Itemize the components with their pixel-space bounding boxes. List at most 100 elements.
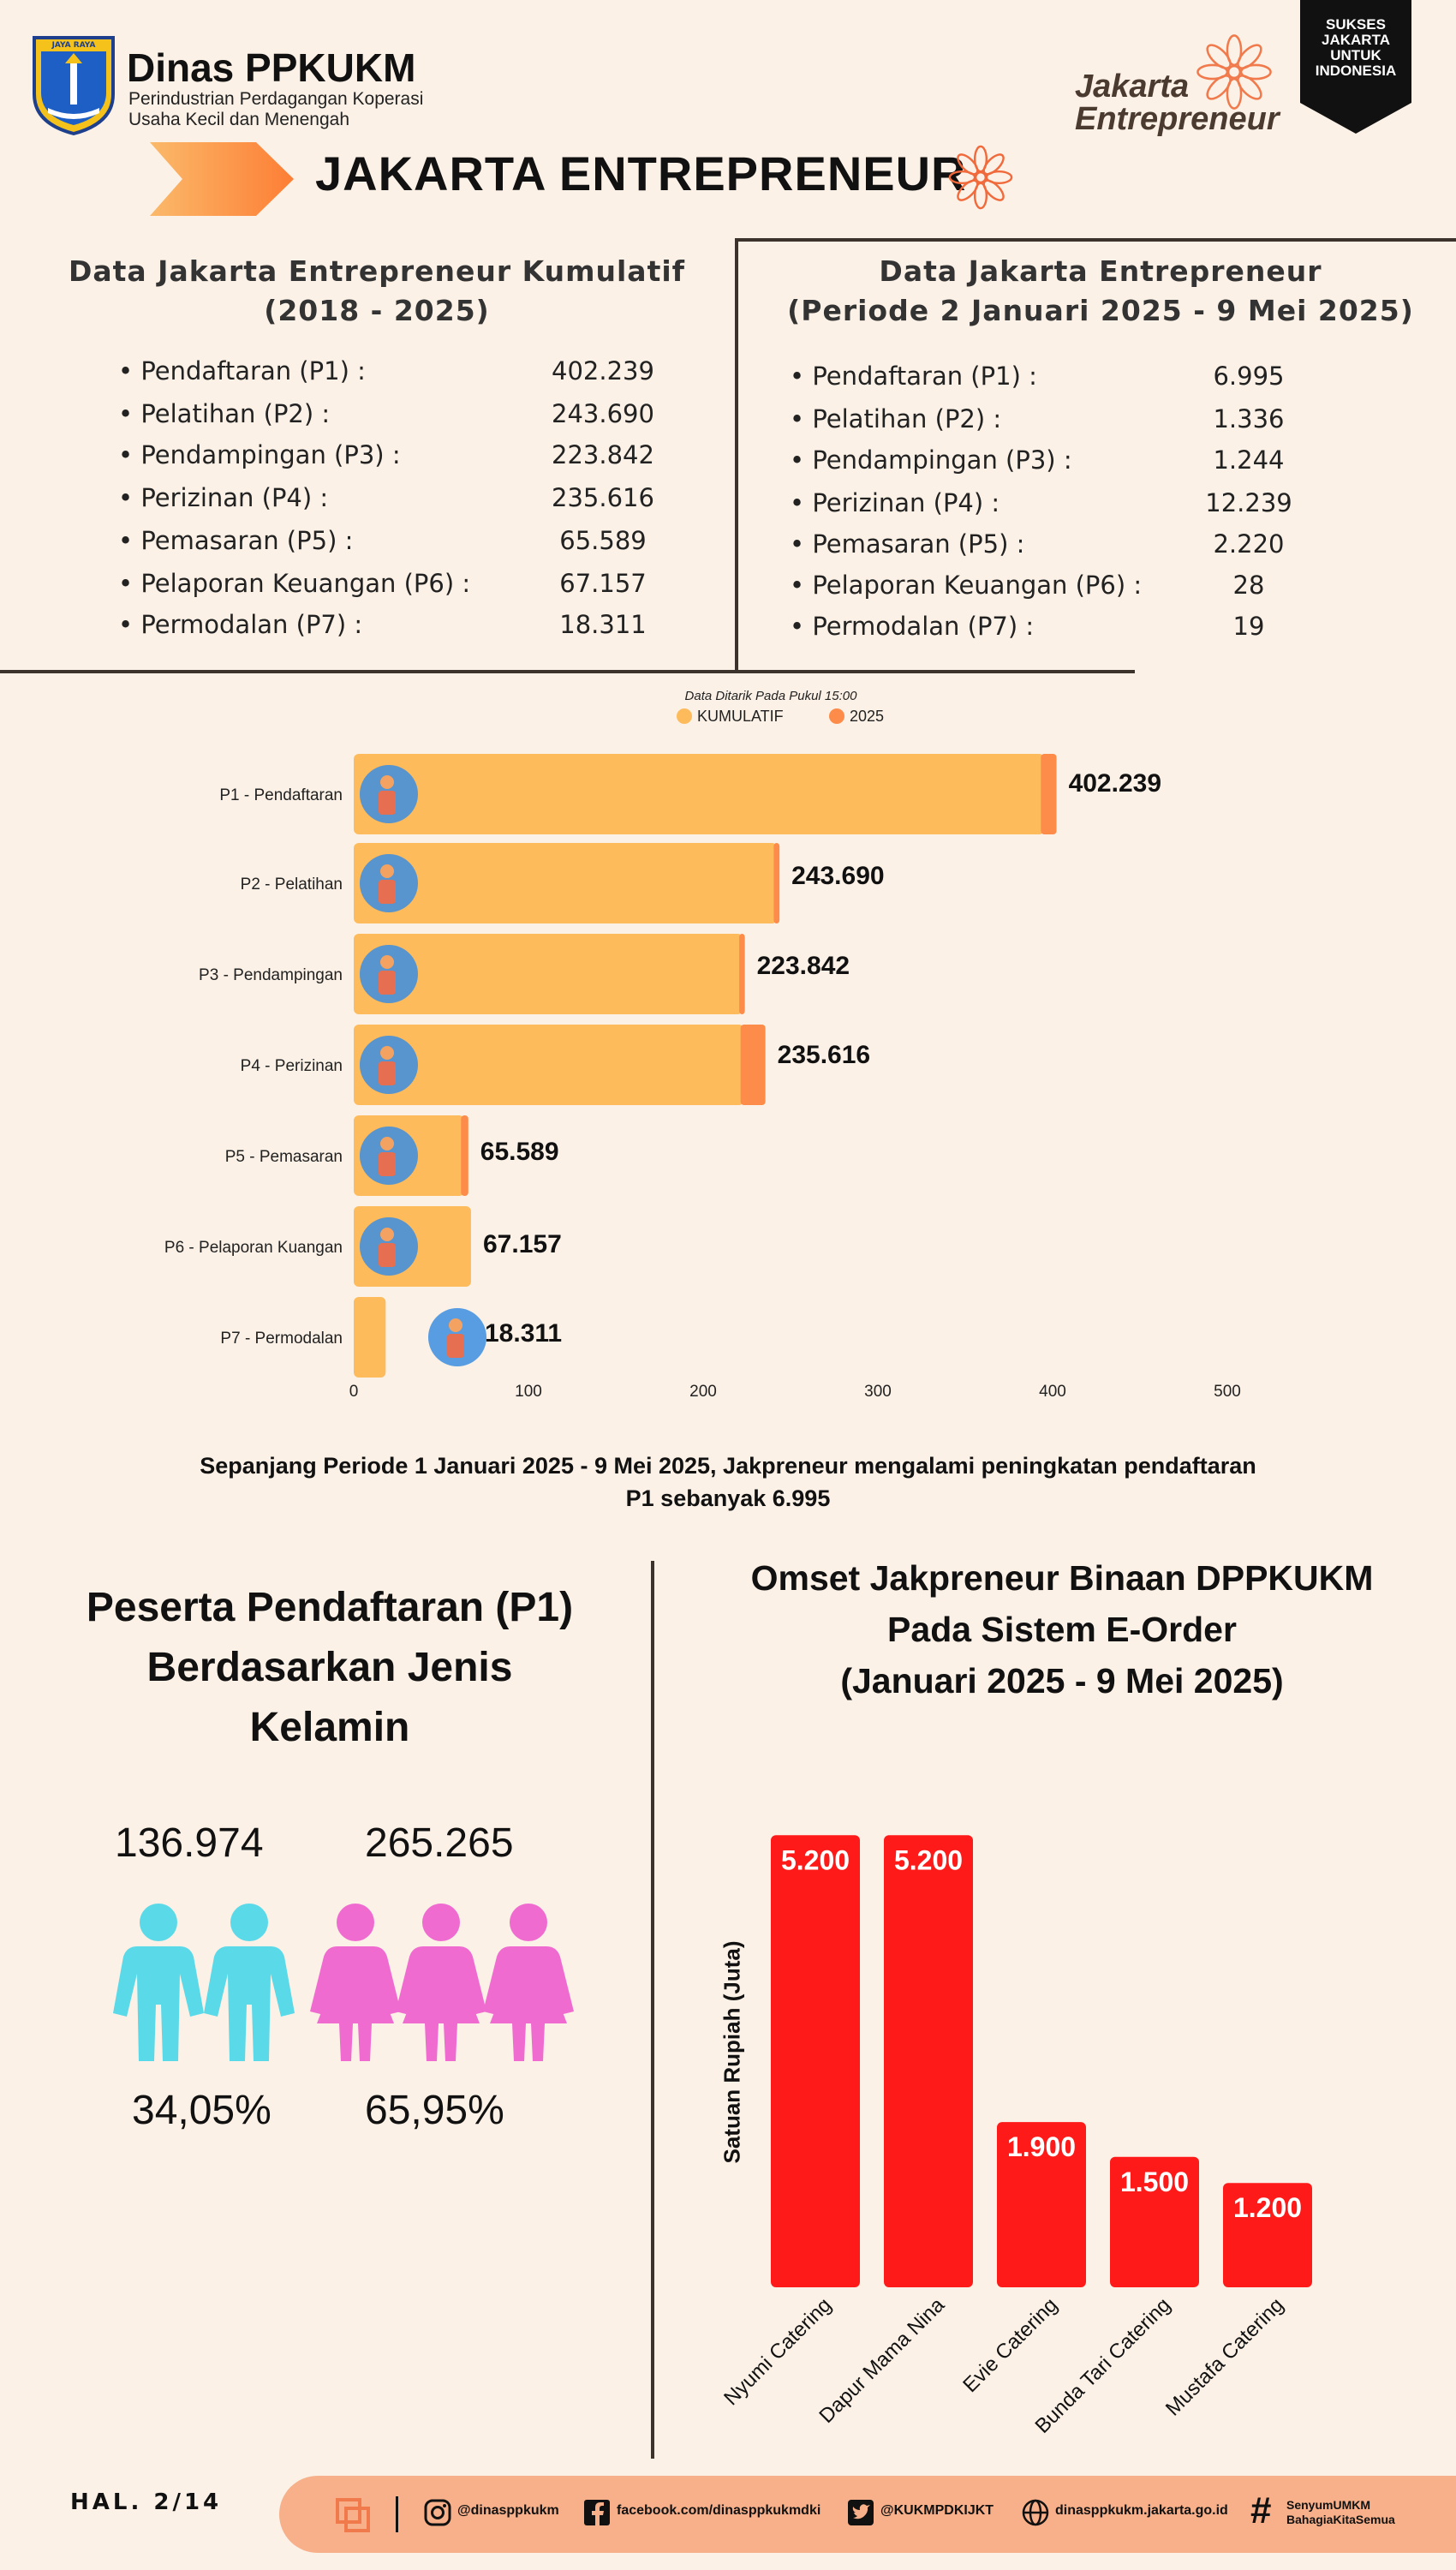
panel-bottom-rule bbox=[0, 670, 1135, 673]
stat-value: 67.157 bbox=[559, 569, 647, 598]
omset-bar-chart: 5.200 Nyumi Catering 5.200 Dapur Mama Nina 1… bbox=[719, 1835, 1312, 2438]
stat-value: 235.616 bbox=[552, 483, 654, 512]
illustration-icon bbox=[380, 1137, 394, 1151]
bar-2025 bbox=[739, 934, 745, 1014]
category-label: P1 - Pendaftaran bbox=[219, 786, 343, 804]
omset-bar bbox=[1223, 2183, 1312, 2287]
gender-title: Peserta Pendaftaran (P1) Berdasarkan Jen… bbox=[86, 1585, 574, 1750]
illustration-icon bbox=[380, 1228, 394, 1241]
stat-label: • Perizinan (P4) : bbox=[790, 488, 1000, 517]
data-label: 1.900 bbox=[1007, 2131, 1076, 2162]
illustration-icon bbox=[380, 775, 394, 789]
data-label: 65.589 bbox=[480, 1138, 559, 1166]
jakarta-shield-logo: JAYA RAYA bbox=[33, 36, 115, 135]
illustration-icon bbox=[379, 880, 396, 904]
stat-label: • Perizinan (P4) : bbox=[118, 483, 329, 512]
stat-label: • Pemasaran (P5) : bbox=[790, 529, 1025, 559]
male-percentage: 34,05% bbox=[132, 2088, 272, 2133]
stat-label: • Pendampingan (P3) : bbox=[118, 440, 401, 469]
footer-separator bbox=[396, 2496, 398, 2532]
legend-item-2025: 2025 bbox=[829, 708, 884, 726]
period-title: Data Jakarta Entrepreneur (Periode 2 Jan… bbox=[787, 254, 1414, 327]
stat-value: 6.995 bbox=[1213, 362, 1285, 391]
male-person-icon bbox=[113, 1904, 204, 2061]
flower-ornament-icon bbox=[948, 145, 1013, 210]
x-tick-label: 400 bbox=[1039, 1383, 1066, 1401]
page-number: HAL. 2/14 bbox=[70, 2489, 223, 2515]
male-count: 136.974 bbox=[115, 1820, 264, 1866]
female-count: 265.265 bbox=[365, 1820, 514, 1866]
female-person-icon bbox=[483, 1904, 574, 2061]
illustration-icon bbox=[380, 864, 394, 878]
stat-label: • Pendaftaran (P1) : bbox=[790, 362, 1037, 391]
website-link[interactable]: dinasppkukm.jakarta.go.id bbox=[1055, 2503, 1228, 2518]
female-person-icon bbox=[310, 1904, 401, 2061]
data-label: 402.239 bbox=[1069, 769, 1161, 798]
hashtag-text: SenyumUMKM BahagiaKitaSemua bbox=[1286, 2498, 1395, 2526]
bar-kumulatif bbox=[354, 934, 743, 1014]
globe-icon[interactable] bbox=[1021, 2498, 1050, 2527]
stat-value: 28 bbox=[1232, 571, 1265, 600]
stat-value: 2.220 bbox=[1213, 529, 1285, 559]
bar-2025 bbox=[773, 843, 780, 923]
x-tick-label: 500 bbox=[1214, 1383, 1241, 1401]
x-tick-label: 0 bbox=[349, 1383, 359, 1401]
stat-label: • Permodalan (P7) : bbox=[790, 612, 1035, 641]
category-label: P7 - Permodalan bbox=[220, 1330, 343, 1348]
bar-2025 bbox=[1041, 754, 1057, 834]
female-percentage: 65,95% bbox=[365, 2088, 504, 2133]
svg-text:JAYA RAYA: JAYA RAYA bbox=[51, 41, 96, 50]
je-logo-line1: Jakarta bbox=[1075, 69, 1190, 105]
data-label: 1.200 bbox=[1233, 2192, 1302, 2223]
category-label: Mustafa Catering bbox=[1161, 2293, 1288, 2420]
chart-note: Data Ditarik Pada Pukul 15:00 bbox=[684, 689, 857, 703]
illustration-icon bbox=[380, 1046, 394, 1060]
category-label: Evie Catering bbox=[958, 2293, 1062, 2397]
bar-2025 bbox=[740, 1025, 766, 1105]
omset-bar bbox=[997, 2122, 1086, 2287]
je-logo-line2: Entrepreneur bbox=[1075, 101, 1280, 137]
sukses-jakarta-badge bbox=[1300, 0, 1411, 134]
summary-text: Sepanjang Periode 1 Januari 2025 - 9 Mei… bbox=[200, 1453, 1256, 1511]
category-label: P4 - Perizinan bbox=[241, 1057, 343, 1075]
stat-value: 18.311 bbox=[559, 610, 647, 639]
stat-value: 19 bbox=[1232, 612, 1265, 641]
omset-bar bbox=[1110, 2156, 1199, 2287]
main-title: JAKARTA ENTREPRENEUR bbox=[315, 146, 967, 200]
layers-logo-icon bbox=[336, 2498, 370, 2532]
data-label: 223.842 bbox=[757, 952, 850, 980]
legend-swatch-2025 bbox=[829, 708, 844, 724]
section-divider bbox=[651, 1561, 654, 2459]
hashtag-icon: # bbox=[1250, 2489, 1272, 2531]
illustration-icon bbox=[379, 1152, 396, 1176]
data-label: 18.311 bbox=[485, 1319, 562, 1348]
illustration-icon bbox=[380, 955, 394, 969]
category-label: P3 - Pendampingan bbox=[199, 966, 343, 984]
bar-kumulatif bbox=[354, 843, 778, 923]
data-label: 243.690 bbox=[791, 862, 884, 890]
illustration-icon bbox=[379, 791, 396, 815]
instagram-icon[interactable] bbox=[423, 2498, 452, 2527]
bar-kumulatif bbox=[354, 1297, 386, 1378]
org-name: Dinas PPKUKM bbox=[127, 45, 416, 90]
instagram-handle[interactable]: @dinasppkukm bbox=[457, 2503, 559, 2518]
je-flower-icon bbox=[1196, 34, 1272, 110]
illustration-icon bbox=[379, 1061, 396, 1085]
x-tick-label: 300 bbox=[864, 1383, 892, 1401]
omset-bar bbox=[771, 1835, 860, 2287]
male-person-icon bbox=[204, 1904, 295, 2061]
bar-kumulatif bbox=[354, 1025, 744, 1105]
facebook-icon[interactable] bbox=[582, 2498, 612, 2527]
registration-bar-chart: P1 - Pendaftaran 402.239 P2 - Pelatihan 243… bbox=[164, 754, 1241, 1401]
illustration-icon bbox=[447, 1334, 464, 1358]
facebook-link[interactable]: facebook.com/dinasppkukmdki bbox=[617, 2503, 821, 2518]
category-label: P6 - Pelaporan Kuangan bbox=[164, 1239, 343, 1257]
panel-divider bbox=[735, 238, 738, 673]
data-label: 235.616 bbox=[778, 1041, 870, 1069]
stat-label: • Pelatihan (P2) : bbox=[118, 399, 331, 428]
stat-label: • Permodalan (P7) : bbox=[118, 610, 363, 639]
stat-value: 1.336 bbox=[1213, 404, 1285, 433]
org-subtitle: Perindustrian Perdagangan Koperasi Usaha… bbox=[128, 89, 424, 129]
twitter-handle[interactable]: @KUKMPDKIJKT bbox=[880, 2503, 994, 2518]
twitter-icon[interactable] bbox=[846, 2498, 875, 2527]
